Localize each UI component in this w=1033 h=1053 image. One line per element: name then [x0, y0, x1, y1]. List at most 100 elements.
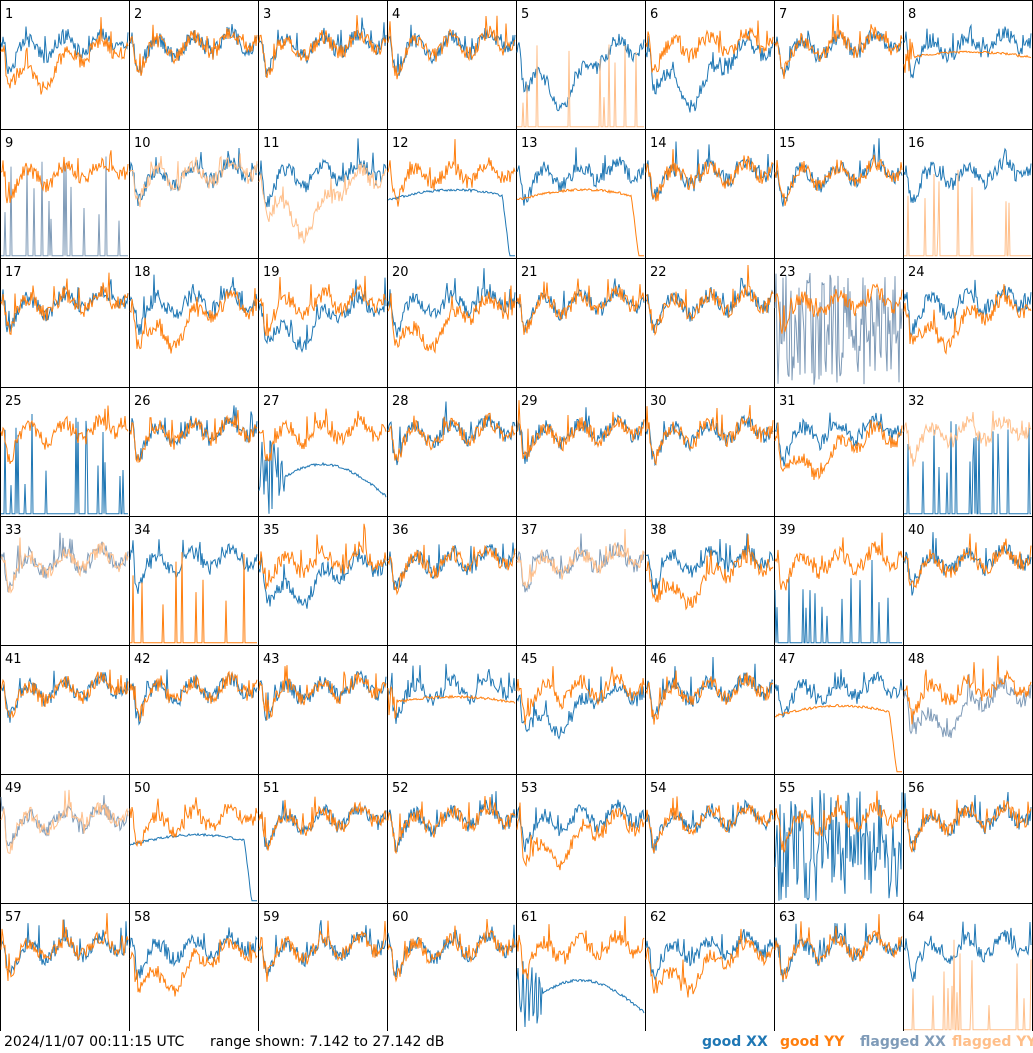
range-label: range shown: 7.142 to 27.142 dB	[210, 1034, 445, 1050]
panel-label: 61	[521, 910, 538, 925]
panel-label: 40	[908, 523, 925, 538]
series-yy	[903, 533, 1032, 589]
panel-frame	[516, 774, 646, 904]
series-yy	[903, 284, 1032, 355]
series-yy	[774, 283, 903, 334]
panel-10: 10	[129, 129, 259, 259]
series-xx	[904, 421, 1031, 515]
series-yy	[129, 797, 258, 848]
series-yy	[516, 802, 645, 871]
panel-label: 55	[779, 781, 796, 796]
panel-32: 32	[903, 387, 1033, 517]
series-yy	[130, 552, 257, 644]
series-yy	[387, 139, 516, 207]
panel-label: 31	[779, 394, 796, 409]
panel-40: 40	[903, 516, 1033, 646]
panel-frame	[129, 258, 259, 388]
panel-60: 60	[387, 903, 517, 1031]
panel-29: 29	[516, 387, 646, 517]
series-xx	[258, 138, 387, 208]
panel-37: 37	[516, 516, 646, 646]
panel-frame	[516, 387, 646, 517]
series-xx	[258, 548, 387, 609]
series-yy	[258, 275, 387, 337]
series-yy	[387, 795, 516, 855]
panel-label: 6	[650, 7, 658, 22]
series-yy	[904, 939, 1032, 1031]
series-xx	[903, 673, 1032, 739]
series-yy	[0, 272, 129, 335]
panel-label: 53	[521, 781, 538, 796]
panel-frame	[903, 645, 1033, 775]
series-yy	[129, 670, 258, 722]
panel-label: 23	[779, 265, 796, 280]
panel-35: 35	[258, 516, 388, 646]
series-yy	[774, 14, 903, 79]
panel-label: 57	[5, 910, 22, 925]
panel-frame	[387, 258, 517, 388]
series-xx	[1, 156, 128, 257]
series-yy	[387, 544, 516, 596]
panel-9: 9	[0, 129, 130, 259]
panel-44: 44	[387, 645, 517, 775]
panel-54: 54	[645, 774, 775, 904]
panel-label: 19	[263, 265, 280, 280]
panel-label: 58	[134, 910, 151, 925]
panel-label: 51	[263, 781, 280, 796]
legend-flagged-yy: flagged YY	[952, 1034, 1033, 1050]
panel-label: 18	[134, 265, 151, 280]
series-yy	[516, 278, 645, 335]
panel-frame	[645, 516, 775, 646]
series-yy	[0, 537, 129, 594]
panel-label: 47	[779, 652, 796, 667]
panel-51: 51	[258, 774, 388, 904]
panel-label: 42	[134, 652, 151, 667]
panel-frame	[645, 0, 775, 130]
series-xx	[774, 559, 902, 644]
panel-25: 25	[0, 387, 130, 517]
panel-frame	[129, 129, 259, 259]
panel-47: 47	[774, 645, 904, 775]
panel-label: 44	[392, 652, 409, 667]
series-yy	[258, 163, 387, 245]
panel-label: 30	[650, 394, 667, 409]
panel-label: 13	[521, 136, 538, 151]
panel-label: 20	[392, 265, 409, 280]
series-xx	[516, 676, 645, 740]
series-yy	[645, 796, 774, 854]
panel-56: 56	[903, 774, 1033, 904]
panel-12: 12	[387, 129, 517, 259]
panel-frame	[258, 774, 388, 904]
panel-label: 25	[5, 394, 22, 409]
panel-59: 59	[258, 903, 388, 1031]
series-xx	[516, 147, 645, 206]
panel-53: 53	[516, 774, 646, 904]
panel-frame	[258, 0, 388, 130]
panel-11: 11	[258, 129, 388, 259]
panel-frame	[645, 258, 775, 388]
series-xx	[1, 413, 128, 515]
panel-33: 33	[0, 516, 130, 646]
panel-label: 29	[521, 394, 538, 409]
series-yy	[903, 38, 1032, 73]
panel-label: 36	[392, 523, 409, 538]
panel-frame	[387, 903, 517, 1031]
series-xx	[258, 670, 387, 721]
panel-frame	[129, 645, 259, 775]
series-yy	[0, 669, 129, 719]
series-xx	[129, 274, 258, 335]
panel-label: 48	[908, 652, 925, 667]
series-xx	[645, 929, 774, 981]
series-xx	[129, 539, 258, 594]
panel-label: 52	[392, 781, 409, 796]
panel-42: 42	[129, 645, 259, 775]
series-xx	[516, 533, 645, 593]
panel-label: 64	[908, 910, 925, 925]
series-yy	[903, 655, 1032, 725]
panel-frame	[0, 903, 130, 1031]
series-yy	[0, 789, 129, 854]
panel-frame	[0, 645, 130, 775]
panel-26: 26	[129, 387, 259, 517]
panel-41: 41	[0, 645, 130, 775]
legend-good-xx: good XX	[702, 1034, 768, 1050]
